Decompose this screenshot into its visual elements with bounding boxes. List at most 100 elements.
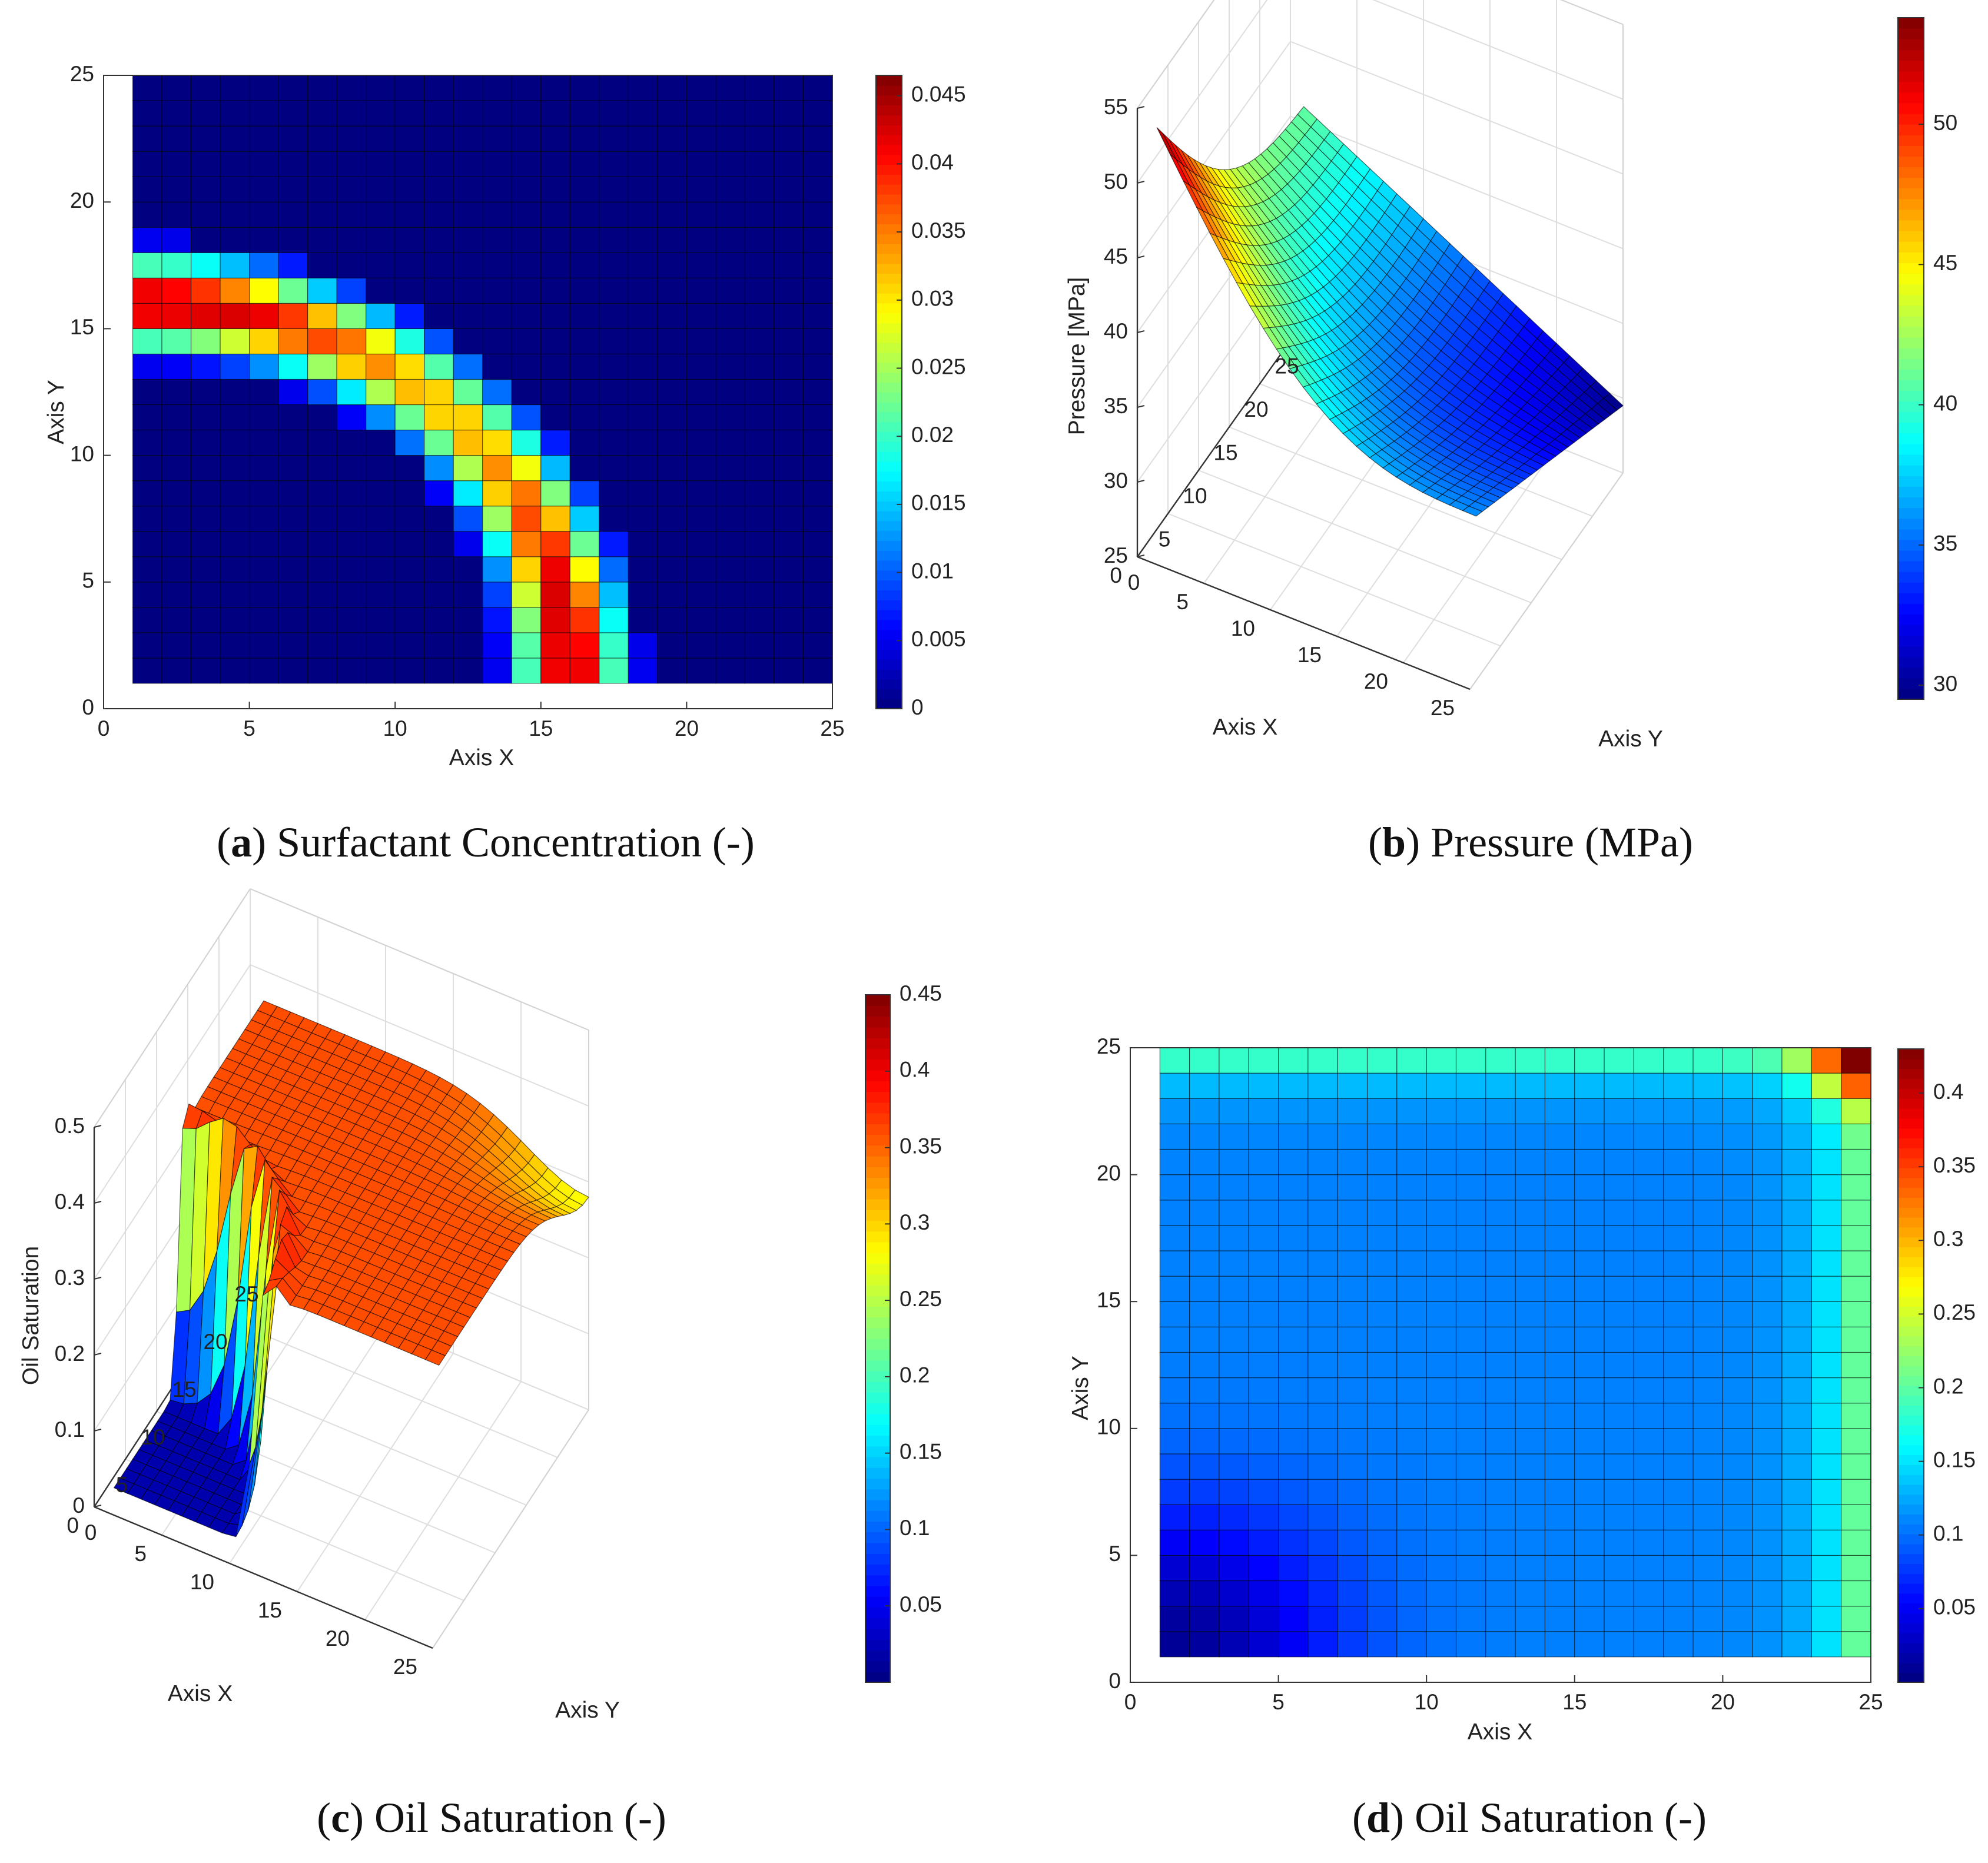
panel-c-ztick: 0.3 [55, 1266, 85, 1290]
panel-d-cell [1278, 1529, 1309, 1556]
panel-d-cell [1189, 1479, 1220, 1505]
panel-d-cell [1633, 1351, 1664, 1379]
panel-b-colorbar-band [1898, 39, 1924, 51]
panel-d-cell [1722, 1351, 1753, 1379]
panel-a-cell [278, 125, 308, 152]
panel-a-cell [307, 404, 337, 431]
panel-a-cell [190, 556, 221, 583]
panel-b-colorbar-tick: 50 [1933, 111, 1957, 135]
panel-d-xtick: 20 [1711, 1690, 1735, 1714]
panel-a-cell [161, 657, 192, 684]
panel-d-cell [1781, 1606, 1812, 1632]
panel-a-cell [482, 227, 512, 253]
panel-a-cell [774, 404, 804, 431]
panel-d-cell [1811, 1200, 1842, 1226]
panel-a-cell [744, 607, 775, 633]
panel-d-cell [1811, 1453, 1842, 1480]
panel-c-colorbar-band [865, 1113, 890, 1124]
panel-b-colorbar-tick: 40 [1933, 391, 1957, 415]
panel-d-cell [1781, 1351, 1812, 1379]
panel-d-cell [1159, 1276, 1190, 1302]
panel-d-cell [1307, 1529, 1338, 1556]
panel-a-cell [278, 252, 308, 278]
panel-d-cell [1752, 1403, 1783, 1429]
panel-a-cell [802, 353, 833, 380]
panel-a-cell [744, 454, 775, 481]
panel-d-cell [1692, 1326, 1724, 1353]
panel-a-cell [249, 176, 279, 202]
panel-a-cell [774, 632, 804, 659]
panel-d-cell [1159, 1148, 1190, 1175]
panel-a-cell [161, 404, 192, 431]
panel-d-cell [1219, 1580, 1249, 1607]
panel-d-cell [1159, 1453, 1190, 1480]
panel-a-cell [802, 75, 833, 101]
panel-d-cell [1515, 1606, 1546, 1632]
panel-a-cell [802, 657, 833, 684]
panel-d-cell [1781, 1453, 1812, 1480]
panel-d-cell [1455, 1403, 1486, 1429]
panel-a-cell [336, 506, 367, 532]
panel-d-colorbar-band [1898, 1444, 1924, 1456]
panel-d-cell [1811, 1326, 1842, 1353]
panel-a-colorbar-band [876, 85, 902, 96]
panel-d-colorbar-band [1898, 1504, 1924, 1515]
panel-a-cell [249, 657, 279, 684]
panel-d-cell [1485, 1606, 1516, 1632]
panel-d-cell [1692, 1555, 1724, 1582]
panel-d-cell [1722, 1606, 1753, 1632]
panel-d-cell [1248, 1174, 1279, 1201]
panel-d-colorbar-band [1898, 1207, 1924, 1218]
panel-a-cell [657, 201, 688, 228]
panel-d-cell [1248, 1276, 1279, 1302]
panel-d-cell [1722, 1148, 1753, 1175]
panel-b-colorbar-band [1898, 294, 1924, 306]
panel-a-cell [686, 632, 716, 659]
panel-a-colorbar-band [876, 649, 902, 660]
panel-a-cell [744, 201, 775, 228]
panel-a-cell [657, 480, 688, 507]
panel-d-cell [1189, 1148, 1220, 1175]
panel-d-cell [1307, 1123, 1338, 1150]
panel-a-cell [132, 506, 162, 532]
panel-a-cell [511, 632, 542, 659]
panel-d-cell [1278, 1200, 1309, 1226]
panel-c-colorbar-band [865, 1167, 890, 1178]
panel-d-cell [1841, 1250, 1871, 1277]
panel-a-cell [278, 404, 308, 431]
panel-d-colorbar-band [1898, 1662, 1924, 1673]
panel-d-cell [1278, 1377, 1309, 1404]
panel-d-colorbar-tick: 0.3 [1933, 1227, 1963, 1251]
panel-d-cell [1811, 1047, 1842, 1074]
panel-a-cell [453, 632, 483, 659]
panel-d-cell [1219, 1479, 1249, 1505]
panel-b-colorbar-band [1898, 60, 1924, 72]
panel-a-cell [802, 303, 833, 329]
panel-d-cell [1752, 1276, 1783, 1302]
panel-d-cell [1455, 1351, 1486, 1379]
panel-a-cell [424, 176, 454, 202]
panel-d-cell [1426, 1377, 1457, 1404]
panel-a-ytick: 25 [70, 62, 94, 86]
panel-d-cell [1366, 1606, 1398, 1632]
panel-b-colorbar-band [1898, 380, 1924, 391]
panel-d-cell [1663, 1250, 1694, 1277]
panel-d-cell [1426, 1148, 1457, 1175]
panel-b-colorbar-band [1898, 113, 1924, 125]
panel-a-cell [161, 429, 192, 456]
panel-b-xtick: 5 [1176, 590, 1189, 614]
panel-d-cell [1366, 1047, 1398, 1074]
panel-a-cell [569, 582, 600, 608]
panel-d-cell [1604, 1225, 1635, 1251]
panel-a-cell [366, 75, 396, 101]
panel-a-cell [424, 328, 454, 355]
panel-a-cell [190, 303, 221, 329]
panel-a-cell [190, 607, 221, 633]
panel-b-grid-line [1229, 426, 1562, 560]
panel-a-cell [424, 429, 454, 456]
panel-d-cell [1189, 1200, 1220, 1226]
panel-b-colorbar-band [1898, 539, 1924, 551]
panel-d-cell [1544, 1326, 1575, 1353]
panel-c-colorbar-band [865, 1274, 890, 1286]
